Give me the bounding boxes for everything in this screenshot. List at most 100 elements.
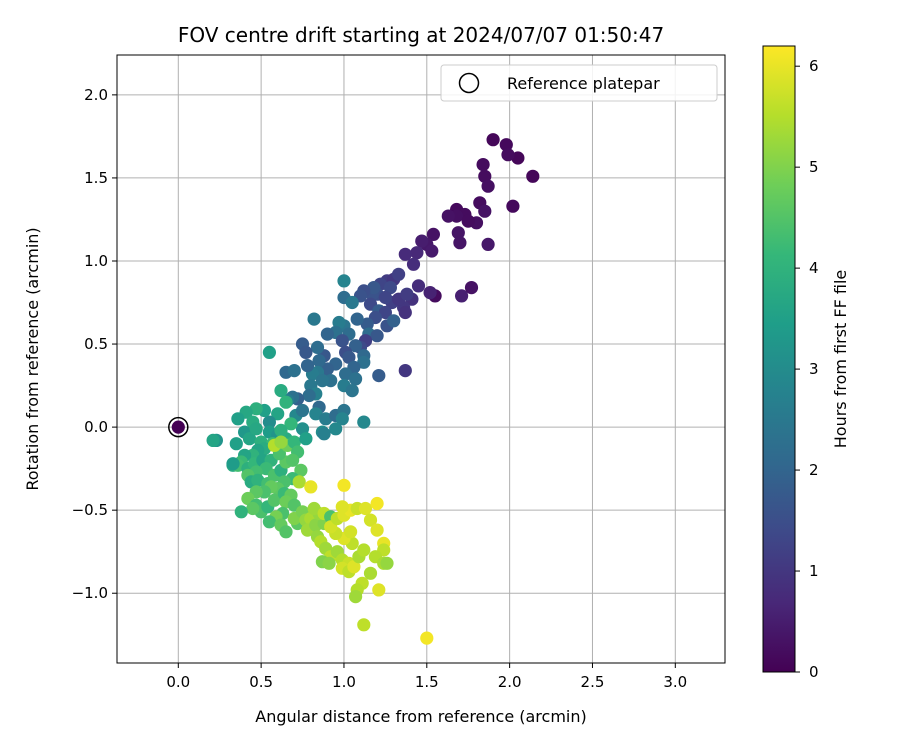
colorbar-tick-label: 2	[809, 461, 819, 479]
data-point	[499, 138, 513, 152]
data-point	[441, 209, 455, 223]
data-point	[284, 417, 298, 431]
data-point	[383, 281, 397, 295]
data-point	[234, 505, 248, 519]
data-point	[506, 199, 520, 213]
legend-box	[440, 64, 718, 102]
data-point	[319, 412, 333, 426]
data-point	[317, 427, 331, 441]
data-point	[279, 525, 293, 539]
colorbar-tick-label: 1	[809, 562, 819, 580]
y-axis-label: Rotation from reference (arcmin)	[23, 227, 42, 490]
x-tick-label: 2.0	[498, 673, 522, 691]
data-point	[335, 412, 349, 426]
y-tick-label: 0.0	[84, 418, 108, 436]
data-point	[455, 289, 469, 303]
y-tick-label: 1.5	[84, 169, 108, 187]
data-point	[267, 493, 281, 507]
data-point	[339, 367, 353, 381]
data-point	[511, 151, 525, 165]
data-point	[410, 246, 424, 260]
data-point	[249, 422, 263, 436]
data-point	[292, 475, 306, 489]
data-point	[271, 407, 285, 421]
reference-marker	[168, 416, 189, 438]
data-point	[426, 227, 440, 241]
data-point	[229, 437, 243, 451]
data-point	[335, 500, 349, 514]
colorbar-label: Hours from first FF file	[831, 270, 850, 449]
data-point	[262, 345, 276, 359]
data-point	[300, 359, 315, 373]
x-tick-label: 3.0	[663, 673, 687, 691]
data-point	[345, 384, 359, 398]
data-point	[423, 286, 437, 300]
data-point	[481, 179, 495, 193]
data-point	[501, 148, 515, 162]
plot-frame	[116, 54, 726, 664]
reference-point-fill	[171, 420, 185, 434]
data-point	[322, 556, 336, 570]
data-point	[342, 350, 356, 364]
data-point	[312, 354, 326, 368]
x-tick-label: 1.0	[332, 673, 356, 691]
data-point	[309, 407, 323, 421]
data-point	[411, 279, 426, 293]
data-point	[287, 364, 301, 378]
data-point	[307, 501, 321, 516]
legend: Reference platepar	[440, 64, 718, 102]
data-point	[358, 501, 373, 516]
data-point	[294, 463, 308, 477]
data-point	[299, 432, 313, 446]
data-point	[279, 395, 293, 409]
grid-lines	[117, 55, 725, 663]
data-point	[242, 432, 257, 446]
data-point	[295, 422, 310, 436]
data-point	[461, 214, 475, 228]
data-point	[363, 566, 378, 580]
data-point	[378, 305, 392, 320]
data-point	[415, 234, 429, 248]
data-point	[337, 274, 351, 288]
data-point	[400, 287, 414, 301]
y-tick-label: −1.0	[72, 584, 108, 602]
data-point	[363, 513, 378, 527]
data-point	[387, 314, 401, 328]
x-tick-label: 0.0	[166, 673, 190, 691]
data-point	[304, 480, 318, 494]
data-point	[347, 560, 361, 574]
data-point	[295, 403, 310, 418]
data-point	[478, 169, 492, 183]
data-point	[332, 315, 346, 330]
x-tick-label: 0.5	[249, 673, 273, 691]
data-point	[302, 388, 316, 403]
data-point	[453, 236, 467, 250]
data-point	[464, 281, 479, 295]
colorbar-tick-label: 4	[809, 259, 819, 277]
data-point	[320, 327, 334, 341]
data-point	[392, 267, 406, 281]
data-point	[372, 369, 386, 383]
chart-title: FOV centre drift starting at 2024/07/07 …	[178, 23, 664, 47]
x-axis-label: Angular distance from reference (arcmin)	[255, 707, 586, 726]
data-point	[349, 590, 363, 604]
data-point	[246, 501, 260, 516]
data-point	[310, 340, 325, 354]
data-point	[345, 295, 359, 310]
data-point	[476, 158, 490, 172]
data-point	[380, 556, 394, 570]
data-point	[315, 374, 329, 388]
data-point	[337, 478, 351, 492]
data-point	[357, 355, 371, 369]
data-point	[481, 237, 495, 251]
legend-entry-reference: Reference platepar	[507, 74, 660, 93]
y-axis-ticks: −1.0 −0.5 0.0 0.5 1.0 1.5 2.0	[72, 86, 117, 602]
data-points	[206, 133, 540, 645]
colorbar-tick-label: 3	[809, 360, 819, 378]
colorbar-gradient	[762, 45, 796, 673]
colorbar-tick-label: 6	[809, 57, 819, 75]
data-point	[231, 412, 245, 426]
data-point	[478, 204, 492, 218]
data-point	[206, 433, 220, 447]
